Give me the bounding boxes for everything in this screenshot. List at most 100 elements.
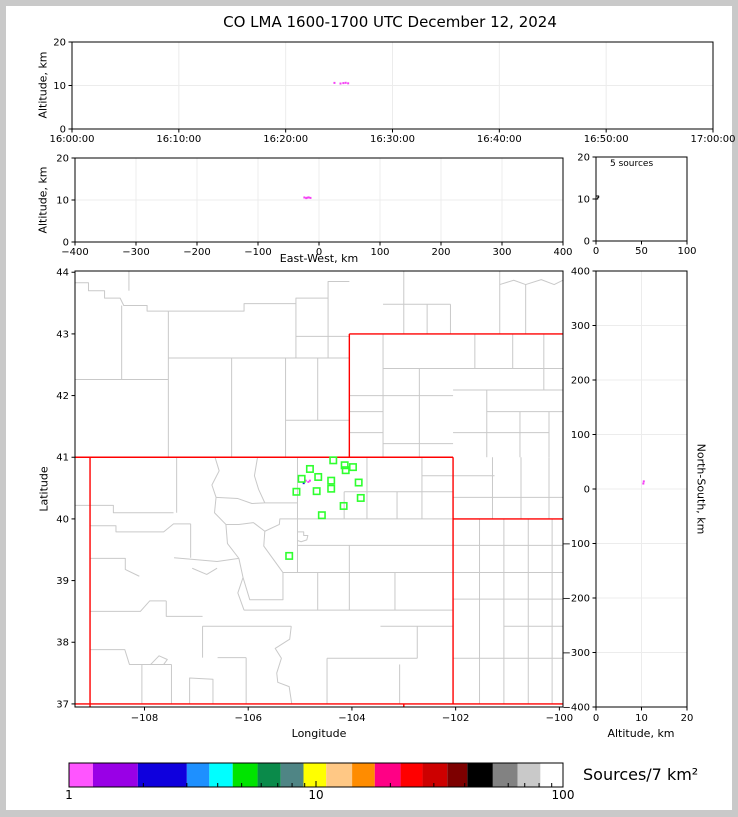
svg-text:43: 43: [56, 329, 69, 340]
colorbar-segment: [447, 763, 468, 787]
lma-sources-ns: [642, 480, 645, 485]
svg-text:40: 40: [56, 514, 69, 525]
svg-text:10: 10: [53, 81, 66, 92]
station-marker: [329, 456, 338, 465]
source-count-annotation: 5 sources: [610, 159, 654, 169]
svg-text:1: 1: [65, 788, 73, 802]
colorbar-segment: [352, 763, 375, 787]
svg-text:20: 20: [56, 154, 69, 165]
svg-text:100: 100: [571, 430, 590, 441]
svg-text:200: 200: [431, 247, 450, 258]
station-marker: [354, 478, 363, 487]
svg-text:100: 100: [370, 247, 389, 258]
colorbar-segment: [232, 763, 258, 787]
figure-background: [6, 6, 732, 810]
svg-text:20: 20: [577, 153, 590, 164]
colorbar-segment: [540, 763, 563, 787]
svg-text:16:40:00: 16:40:00: [477, 134, 522, 145]
svg-text:−100: −100: [244, 247, 271, 258]
colorbar-segment: [92, 763, 138, 787]
svg-text:10: 10: [577, 195, 590, 206]
svg-text:−108: −108: [131, 713, 158, 724]
panel-map: −108 −106 −104 −102 −100 37 38 39 40 41 42 43 44: [56, 268, 573, 724]
station-marker: [339, 501, 348, 510]
station-marker: [292, 487, 301, 496]
svg-text:−100: −100: [546, 713, 573, 724]
svg-text:0: 0: [63, 238, 69, 249]
svg-text:17:00:00: 17:00:00: [691, 134, 736, 145]
svg-text:300: 300: [571, 321, 590, 332]
svg-text:16:50:00: 16:50:00: [584, 134, 629, 145]
county-borders: [75, 271, 563, 704]
svg-text:16:30:00: 16:30:00: [370, 134, 415, 145]
colorbar-segment: [186, 763, 210, 787]
station-marker: [297, 474, 306, 483]
svg-text:0: 0: [60, 125, 66, 136]
station-marker: [327, 476, 336, 485]
xlabel-longitude: Longitude: [291, 727, 347, 740]
svg-text:0: 0: [593, 246, 599, 257]
colorbar-segment: [492, 763, 518, 787]
svg-text:37: 37: [56, 699, 69, 710]
panel-altitude-histogram: 0 50 100 0 10 20: [577, 153, 696, 258]
xlabel-east-west: East-West, km: [279, 252, 359, 265]
svg-text:38: 38: [56, 638, 69, 649]
colorbar-segments: [69, 763, 563, 787]
station-marker: [327, 484, 336, 493]
panel-ew-altitude: −400 −300 −200 −100 0 100 200 300 400 0 10 20: [56, 154, 572, 259]
svg-text:200: 200: [571, 376, 590, 387]
svg-text:−102: −102: [442, 713, 469, 724]
colorbar-segment: [280, 763, 304, 787]
svg-text:−200: −200: [563, 594, 590, 605]
svg-text:16:10:00: 16:10:00: [156, 134, 201, 145]
map-layers: [75, 271, 563, 707]
station-marker: [312, 487, 321, 496]
svg-text:400: 400: [571, 267, 590, 278]
svg-text:0: 0: [316, 247, 322, 258]
svg-text:44: 44: [56, 268, 69, 279]
state-borders: [75, 333, 563, 707]
colorbar-segment: [400, 763, 423, 787]
colorbar-segment: [517, 763, 541, 787]
colorbar-label: Sources/7 km²: [583, 765, 699, 784]
colorbar-segment: [326, 763, 353, 787]
svg-text:10: 10: [308, 788, 323, 802]
station-marker: [341, 466, 350, 475]
lma-sources-time: [333, 81, 350, 85]
station-marker: [285, 551, 294, 560]
colorbar: 1 10 100: [65, 762, 575, 802]
station-marker: [340, 461, 349, 470]
svg-text:10: 10: [635, 713, 648, 724]
svg-text:16:20:00: 16:20:00: [263, 134, 308, 145]
svg-text:100: 100: [552, 788, 575, 802]
svg-text:−106: −106: [234, 713, 261, 724]
svg-text:20: 20: [681, 713, 694, 724]
svg-text:10: 10: [56, 196, 69, 207]
station-marker: [356, 493, 365, 502]
svg-text:−400: −400: [563, 703, 590, 714]
svg-text:300: 300: [492, 247, 511, 258]
station-marker: [305, 464, 314, 473]
svg-text:20: 20: [53, 38, 66, 49]
svg-text:0: 0: [593, 713, 599, 724]
colorbar-segment: [137, 763, 187, 787]
lma-sources-map: [302, 479, 311, 485]
lma-stations: [285, 456, 365, 560]
svg-text:−400: −400: [61, 247, 88, 258]
colorbar-segment: [303, 763, 327, 787]
svg-text:41: 41: [56, 453, 69, 464]
svg-text:50: 50: [635, 246, 648, 257]
svg-text:−104: −104: [338, 713, 365, 724]
colorbar-segment: [257, 763, 281, 787]
svg-text:400: 400: [553, 247, 572, 258]
svg-text:0: 0: [584, 485, 590, 496]
colorbar-segment: [422, 763, 448, 787]
xlabel-ns-altitude: Altitude, km: [607, 727, 675, 740]
lma-sources-ew: [303, 196, 312, 200]
svg-text:16:00:00: 16:00:00: [50, 134, 95, 145]
svg-text:39: 39: [56, 576, 69, 587]
page-title: CO LMA 1600-1700 UTC December 12, 2024: [223, 13, 557, 31]
svg-text:−100: −100: [563, 539, 590, 550]
